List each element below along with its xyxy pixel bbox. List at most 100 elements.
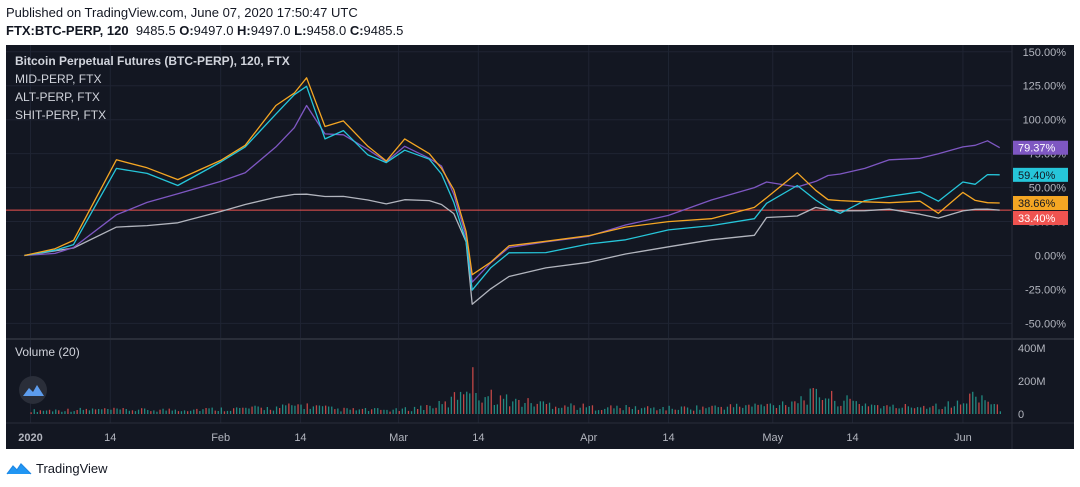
price-axis-label: 0.00%: [1035, 251, 1066, 263]
volume-bar: [423, 410, 425, 414]
volume-bar: [683, 406, 686, 414]
volume-bar: [328, 406, 330, 414]
volume-bar: [162, 408, 164, 414]
volume-bar: [306, 403, 308, 414]
volume-bar: [144, 408, 146, 414]
volume-bar: [73, 411, 75, 414]
volume-bar: [932, 405, 934, 414]
chart-title: Bitcoin Perpetual Futures (BTC-PERP), 12…: [15, 54, 290, 68]
volume-bar: [202, 409, 204, 414]
volume-bar: [438, 401, 440, 414]
volume-bar: [279, 408, 281, 414]
volume-bar: [125, 409, 127, 414]
volume-bar: [966, 403, 968, 414]
volume-bar: [907, 406, 909, 414]
volume-bar: [39, 410, 41, 414]
volume-bar: [361, 408, 364, 414]
volume-bar: [128, 410, 130, 414]
volume-bar: [260, 407, 262, 414]
volume-bar: [340, 411, 342, 414]
time-axis-label: Mar: [389, 432, 408, 444]
volume-bar: [855, 401, 857, 414]
ohlc-line: FTX:BTC-PERP, 120 9485.5 O:9497.0 H:9497…: [6, 23, 403, 38]
volume-axis-label: 0: [1018, 409, 1024, 421]
volume-bar: [987, 401, 989, 414]
volume-bar: [383, 409, 385, 414]
volume-bar: [647, 406, 649, 414]
volume-bar: [475, 393, 477, 414]
price-axis-label: 100.00%: [1023, 115, 1067, 127]
volume-bar: [254, 405, 256, 414]
volume-bar: [757, 404, 759, 414]
volume-bar: [585, 407, 587, 414]
watermark-circle: [19, 376, 47, 404]
volume-bar: [886, 405, 888, 414]
volume-bar: [395, 408, 397, 414]
volume-bar: [223, 411, 226, 414]
time-axis-label: Feb: [211, 432, 230, 444]
volume-bar: [870, 404, 873, 414]
volume-bar: [190, 410, 192, 414]
volume-bar: [76, 410, 78, 414]
volume-bar: [420, 405, 422, 414]
volume-bar: [604, 408, 606, 414]
volume-bar: [686, 407, 689, 414]
volume-bar: [809, 388, 811, 414]
volume-bar: [499, 395, 502, 414]
volume-bar: [263, 410, 265, 414]
volume-bar: [883, 406, 885, 414]
volume-bar: [282, 404, 284, 414]
volume-bar: [205, 408, 207, 414]
open-value: 9497.0: [193, 23, 234, 38]
volume-bar: [392, 409, 394, 414]
volume-bar: [858, 404, 860, 414]
volume-bar: [634, 406, 637, 414]
volume-bar: [358, 409, 360, 414]
volume-bar: [490, 389, 492, 414]
volume-bar: [717, 407, 719, 414]
volume-bar: [248, 408, 250, 414]
close-label: C:: [349, 23, 364, 38]
volume-bar: [107, 409, 109, 414]
volume-bar: [450, 396, 452, 414]
volume-bar: [211, 407, 213, 414]
volume-bar: [45, 410, 48, 414]
volume-bar: [576, 409, 578, 414]
price-axis-label: 150.00%: [1023, 47, 1067, 59]
volume-bar: [64, 411, 66, 414]
volume-bar: [389, 411, 391, 414]
volume-bar: [785, 405, 787, 414]
volume-bar: [367, 411, 370, 414]
volume-bar: [898, 408, 900, 414]
volume-bar: [597, 410, 600, 414]
volume-bar: [904, 404, 906, 414]
volume-bar: [993, 404, 995, 414]
volume-bar: [459, 391, 462, 414]
volume-bar: [407, 410, 410, 414]
volume-bar: [877, 405, 879, 414]
last-value-label: 38.66%: [1018, 198, 1056, 210]
series-line: [24, 104, 1001, 283]
volume-bar: [601, 410, 603, 414]
volume-bar: [315, 405, 318, 414]
volume-bar: [85, 408, 87, 414]
time-axis-label: Jun: [954, 432, 972, 444]
volume-bar: [579, 407, 581, 414]
volume-bar: [837, 406, 839, 414]
volume-bar: [141, 408, 143, 414]
volume-bar: [622, 410, 624, 414]
chart-background: [6, 45, 1074, 449]
volume-bar: [355, 410, 357, 414]
time-axis-label: 14: [846, 432, 858, 444]
volume-bar: [30, 412, 32, 414]
footer-brand[interactable]: TradingView: [6, 459, 108, 477]
volume-bar: [113, 407, 115, 414]
volume-bar: [441, 404, 443, 414]
volume-bar: [509, 406, 511, 414]
volume-bar: [288, 403, 290, 414]
volume-bar: [352, 408, 354, 414]
volume-bar: [153, 410, 155, 414]
published-line: Published on TradingView.com, June 07, 2…: [6, 5, 358, 20]
volume-bar: [812, 388, 814, 414]
